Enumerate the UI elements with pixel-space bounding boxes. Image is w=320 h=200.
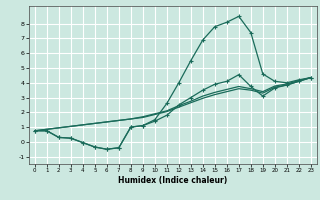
X-axis label: Humidex (Indice chaleur): Humidex (Indice chaleur)	[118, 176, 228, 185]
